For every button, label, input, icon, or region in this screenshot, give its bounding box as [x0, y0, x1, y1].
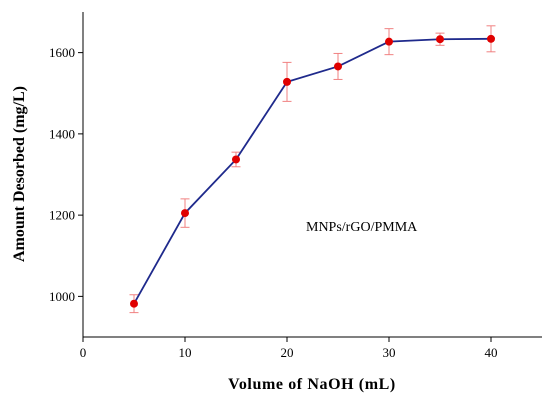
data-point	[436, 35, 444, 44]
x-tick-label: 20	[281, 345, 294, 360]
y-tick-label: 1400	[49, 126, 75, 141]
series-line	[133, 37, 492, 305]
series	[133, 37, 492, 305]
data-point	[181, 209, 189, 218]
data-point	[283, 77, 291, 86]
data-point	[385, 37, 393, 46]
x-tick-label: 40	[485, 345, 498, 360]
error-bars	[129, 25, 496, 314]
data-point	[487, 34, 495, 43]
x-axis-title: Volume of NaOH (mL)	[228, 376, 396, 393]
data-point	[334, 62, 342, 71]
data-point	[130, 299, 138, 308]
data-markers	[130, 34, 495, 308]
data-point	[232, 155, 240, 164]
x-axis-ticks: 0 10 20 30 40	[80, 337, 498, 360]
axes	[82, 12, 542, 338]
y-axis-title: Amount Desorbed (mg/L)	[11, 86, 28, 262]
x-tick-label: 0	[80, 345, 87, 360]
x-tick-label: 10	[179, 345, 192, 360]
chart-annotation: MNPs/rGO/PMMA	[306, 220, 418, 235]
y-tick-label: 1000	[49, 289, 75, 304]
y-axis-ticks: 1000 1200 1400 1600	[49, 45, 83, 304]
y-tick-label: 1200	[49, 208, 75, 223]
y-tick-label: 1600	[49, 45, 75, 60]
x-tick-label: 30	[383, 345, 396, 360]
